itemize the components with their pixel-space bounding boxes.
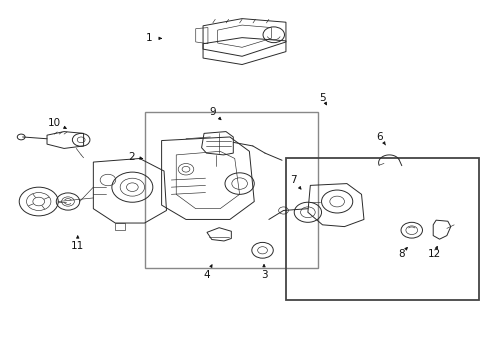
Text: 12: 12 (427, 248, 440, 258)
Text: 1: 1 (146, 33, 152, 43)
Text: 7: 7 (289, 175, 296, 185)
Bar (285, 158, 478, 300)
Text: 3: 3 (260, 270, 267, 280)
Bar (144, 112, 317, 268)
Text: 10: 10 (48, 118, 61, 128)
Text: 4: 4 (203, 270, 209, 280)
Text: 8: 8 (397, 248, 404, 258)
Text: 9: 9 (209, 107, 216, 117)
Text: 6: 6 (376, 132, 383, 142)
Text: 2: 2 (128, 152, 134, 162)
Text: 11: 11 (71, 241, 84, 251)
Text: 5: 5 (319, 93, 325, 103)
